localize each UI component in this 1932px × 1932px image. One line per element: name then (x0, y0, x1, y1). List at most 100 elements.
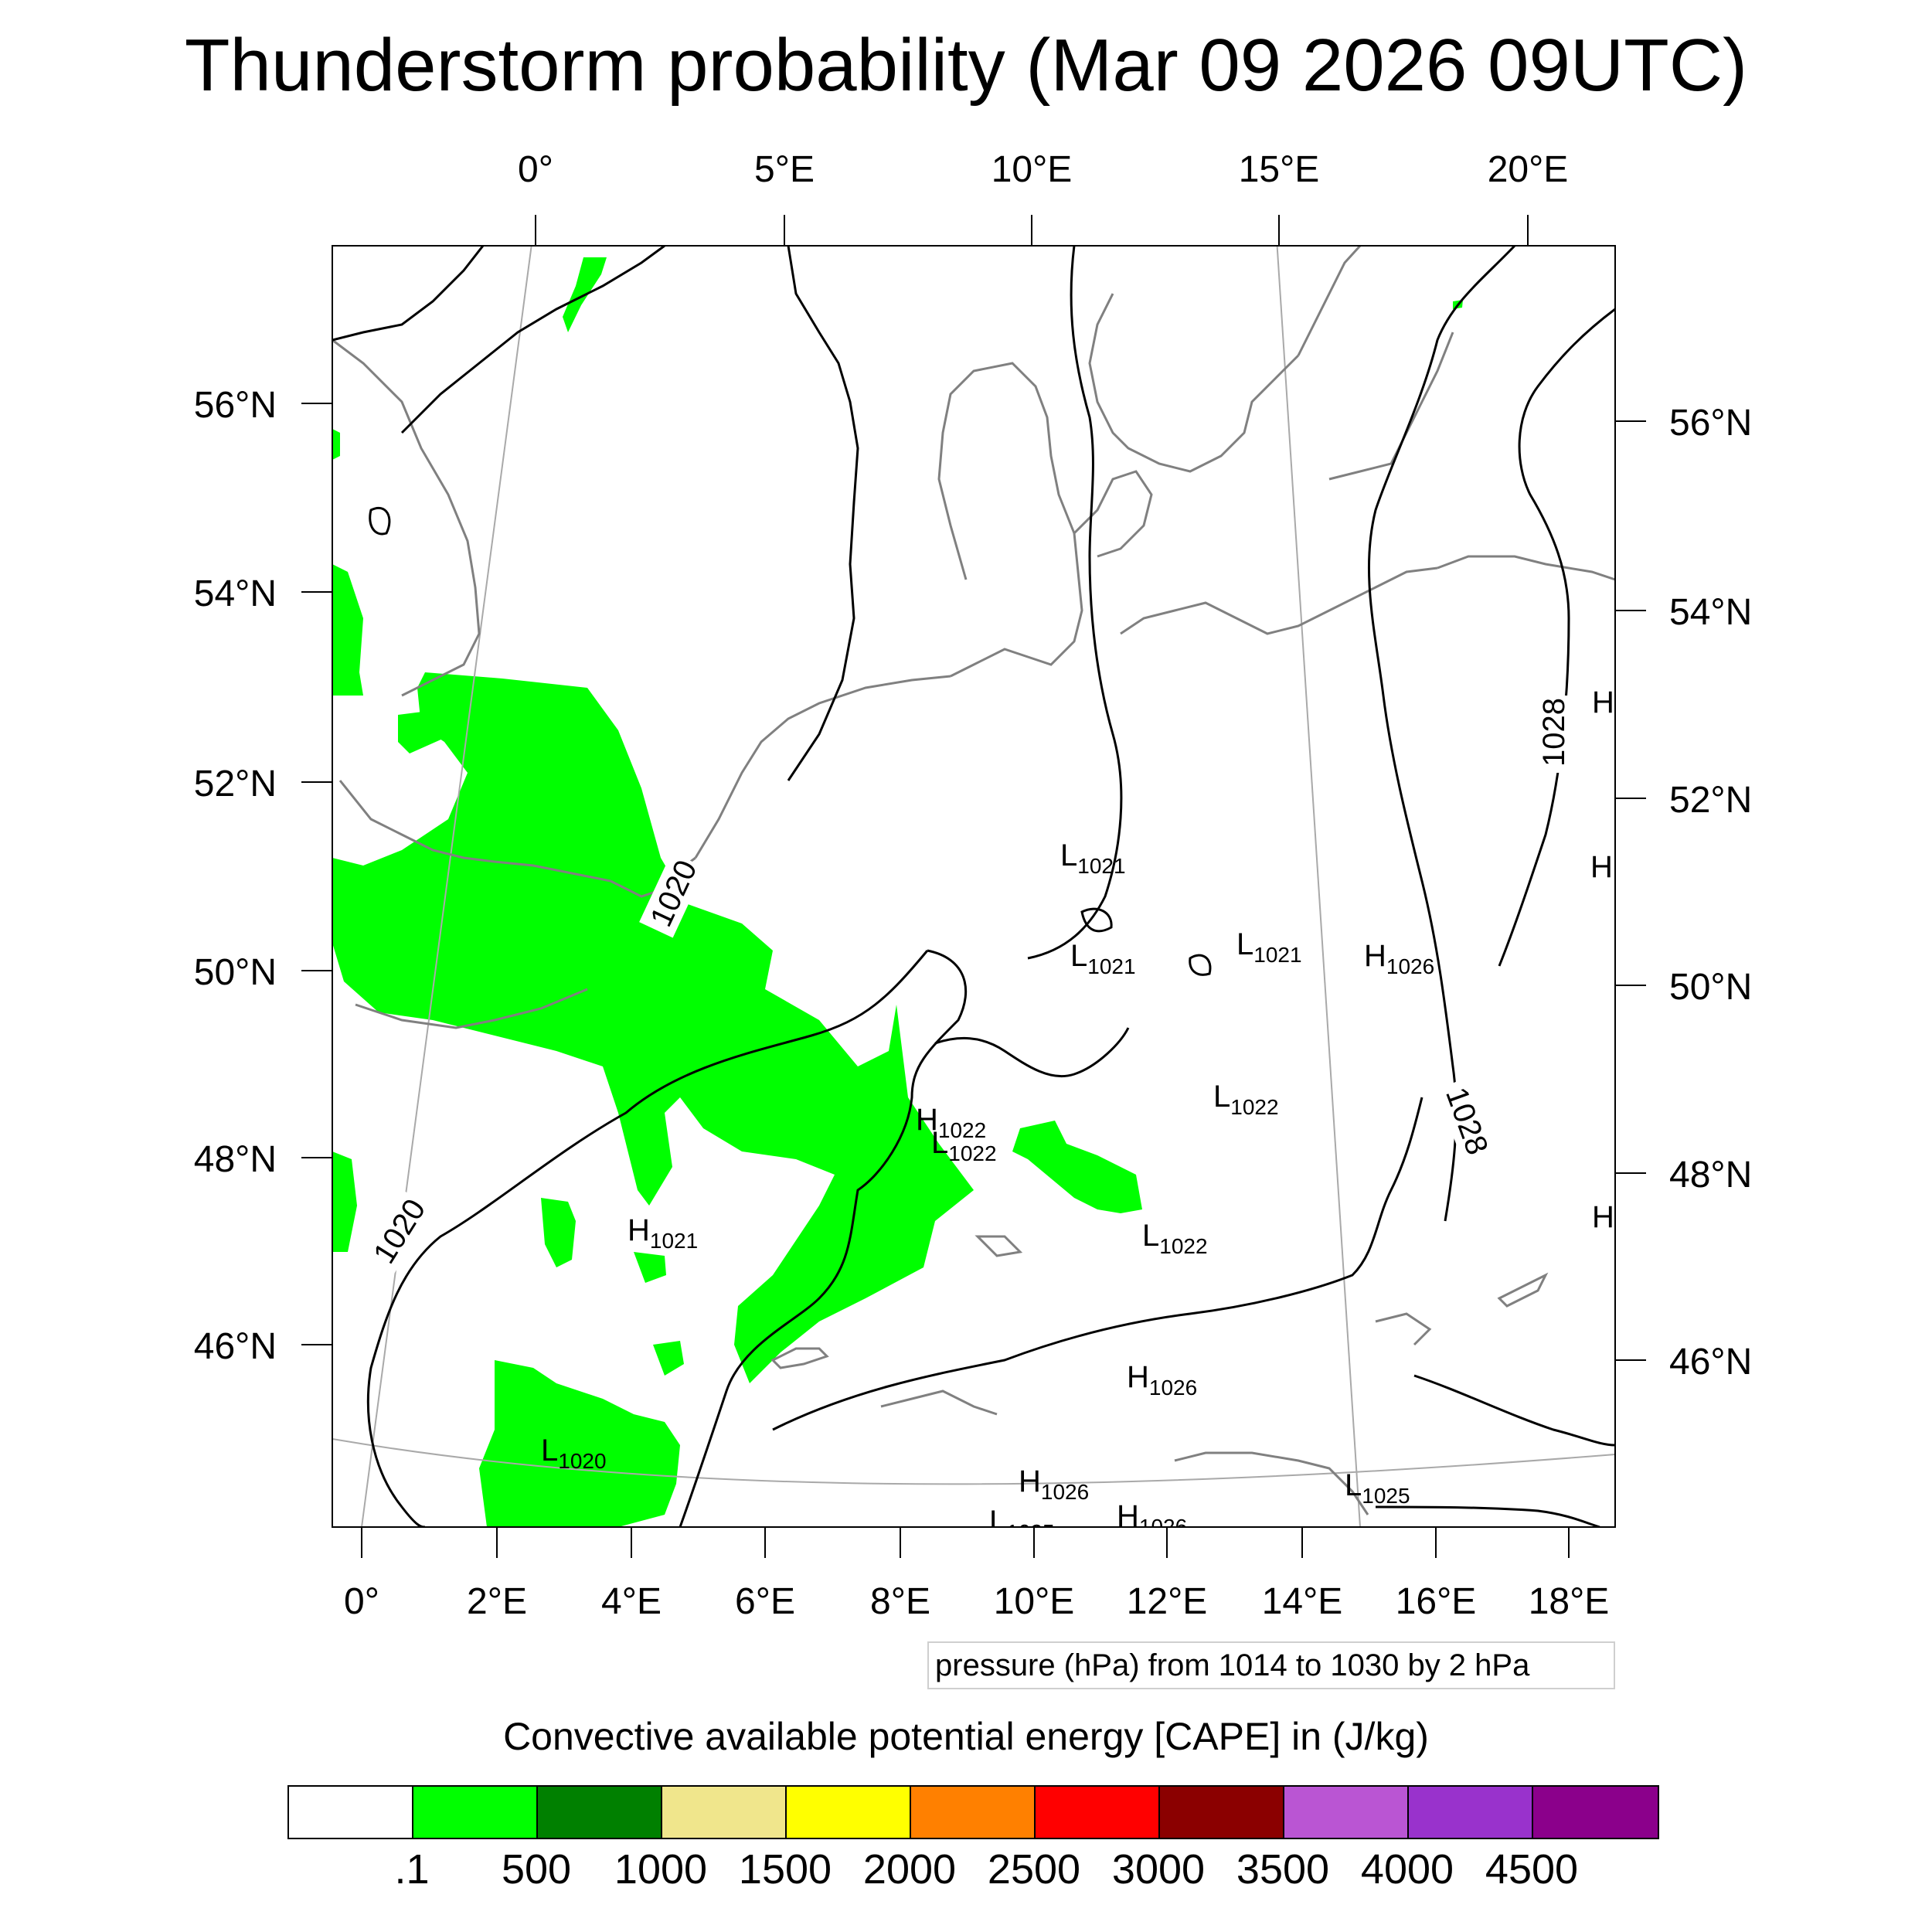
pressure-center-label: H (1592, 685, 1614, 719)
colorbar-title: Convective available potential energy [C… (503, 1715, 1429, 1758)
pressure-center-label: L1025 (1345, 1468, 1410, 1508)
colorbar-label: 1000 (614, 1846, 708, 1893)
colorbar-bin (1284, 1787, 1409, 1838)
isobar-central-south (934, 1027, 1130, 1078)
pressure-center-label: L1021 (1060, 838, 1126, 878)
pressure-center-label: L1022 (1213, 1080, 1279, 1119)
bottom-axis-label: 4°E (601, 1581, 662, 1622)
coast-baltic-south (1120, 566, 1438, 635)
colorbar-bin (1160, 1787, 1284, 1838)
colorbar-bin (413, 1787, 538, 1838)
left-axis-label: 48°N (194, 1139, 277, 1180)
isobars (332, 246, 1615, 1527)
cape-area-east-anglia (398, 709, 444, 753)
coast-adriatic (1174, 1451, 1369, 1515)
colorbar-label: 2500 (987, 1846, 1081, 1893)
top-axis-label: 5°E (754, 149, 815, 190)
isobar-north-sea-bay (787, 246, 859, 781)
coast-netherlands (694, 675, 951, 859)
left-axis-label: 54°N (194, 573, 277, 614)
isobar-loop-small (1189, 954, 1212, 976)
isobar-nw-1 (332, 246, 485, 342)
bottom-axis-label: 14°E (1262, 1581, 1343, 1622)
lake-geneva (770, 1347, 829, 1369)
pressure-center-label: H1026 (1127, 1360, 1197, 1400)
coast-italy-north (880, 1389, 998, 1416)
map-frame (332, 245, 1616, 1528)
isobar-east-curve (1498, 308, 1615, 967)
top-axis-label: 20°E (1488, 149, 1569, 190)
bottom-axis-label: 16°E (1396, 1581, 1477, 1622)
coast-britain-south (338, 780, 611, 883)
pressure-center-label: L1022 (931, 1126, 997, 1165)
pressure-center-label: H1026 (1117, 1499, 1187, 1539)
map-title: Thunderstorm probability (Mar 09 2026 09… (184, 24, 1748, 107)
isobar-loop-lake (1080, 907, 1113, 933)
colorbar-label: .1 (394, 1846, 430, 1893)
colorbar-label: 2000 (862, 1846, 957, 1893)
coast-germany-north (950, 532, 1083, 678)
coast-britain-east (332, 338, 481, 697)
pressure-center-label: L1021 (1070, 939, 1136, 978)
pressure-center-label: L1025 (989, 1505, 1055, 1544)
isobar-nw-2 (400, 246, 665, 434)
bottom-axis-label: 2°E (467, 1581, 527, 1622)
bottom-axis-label: 8°E (870, 1581, 930, 1622)
isobar-east-1028 (1367, 246, 1516, 1222)
left-axis-label: 46°N (194, 1326, 277, 1367)
coast-sweden-south (1088, 293, 1300, 473)
coastlines (332, 246, 1615, 1515)
parallel-45n (332, 1438, 1615, 1485)
bottom-axis-labels: 0° 2°E 4°E 6°E 8°E 10°E 12°E 14°E 16°E 1… (344, 1581, 1609, 1622)
right-axis-label: 56°N (1669, 403, 1752, 444)
pressure-center-label: H (1592, 1200, 1614, 1234)
cape-area-west-edge-54n (332, 564, 363, 696)
isobar-east-loop (1413, 1374, 1615, 1447)
colorbar-label: 1500 (738, 1846, 832, 1893)
meridian-15e (1276, 246, 1361, 1527)
cape-area-bavaria (1012, 1121, 1142, 1213)
coast-hungary-lake (1497, 1272, 1549, 1308)
isobar-1020-east (679, 949, 968, 1527)
coast-croatia (1375, 1312, 1432, 1346)
isobar-south-ridge (772, 1097, 1423, 1431)
pressure-center-label: L1020 (541, 1434, 607, 1473)
colorbar-bin (538, 1787, 662, 1838)
cape-area-west-edge-56n (332, 429, 340, 460)
isobar-central-trough (1027, 246, 1123, 960)
top-axis-label: 15°E (1239, 149, 1320, 190)
bottom-axis-label: 6°E (735, 1581, 795, 1622)
pressure-centers: L1021 L1021 L1021 H1026 H1022 L1022 L102… (541, 685, 1614, 1544)
top-axis-labels: 0° 5°E 10°E 15°E 20°E (518, 149, 1568, 190)
bottom-axis-label: 12°E (1127, 1581, 1208, 1622)
top-axis-label: 0° (518, 149, 553, 190)
left-axis-label: 52°N (194, 764, 277, 804)
border-poland-north (1437, 555, 1615, 581)
colorbar (287, 1785, 1659, 1839)
contour-info-box: pressure (hPa) from 1014 to 1030 by 2 hP… (927, 1641, 1615, 1689)
colorbar-bin (1036, 1787, 1160, 1838)
isobar-loop-north (369, 506, 391, 536)
colorbar-bin (787, 1787, 911, 1838)
colorbar-bin (911, 1787, 1036, 1838)
isobar-1020-west (366, 950, 929, 1527)
colorbar-bin (662, 1787, 787, 1838)
lake-constance (975, 1235, 1023, 1257)
right-axis-label: 46°N (1669, 1342, 1752, 1383)
right-axis-label: 48°N (1669, 1155, 1752, 1196)
right-axis-label: 50°N (1669, 967, 1752, 1008)
pressure-center-label: L1021 (1236, 927, 1302, 967)
bottom-axis-label: 10°E (994, 1581, 1075, 1622)
top-axis-label: 10°E (992, 149, 1073, 190)
cape-area-france-center (541, 1198, 576, 1267)
bottom-axis-label: 0° (344, 1581, 379, 1622)
colorbar-label: 3000 (1111, 1846, 1206, 1893)
right-axis-labels: 56°N 54°N 52°N 50°N 48°N 46°N (1669, 403, 1752, 1383)
cape-area-france-south (479, 1360, 680, 1527)
pressure-center-label: H1026 (1019, 1464, 1089, 1504)
right-axis-label: 54°N (1669, 592, 1752, 633)
left-axis-label: 50°N (194, 952, 277, 993)
colorbar-bin (1533, 1787, 1658, 1838)
pressure-center-label: H (1590, 850, 1613, 884)
cape-area-west-edge-48n (332, 1151, 357, 1252)
